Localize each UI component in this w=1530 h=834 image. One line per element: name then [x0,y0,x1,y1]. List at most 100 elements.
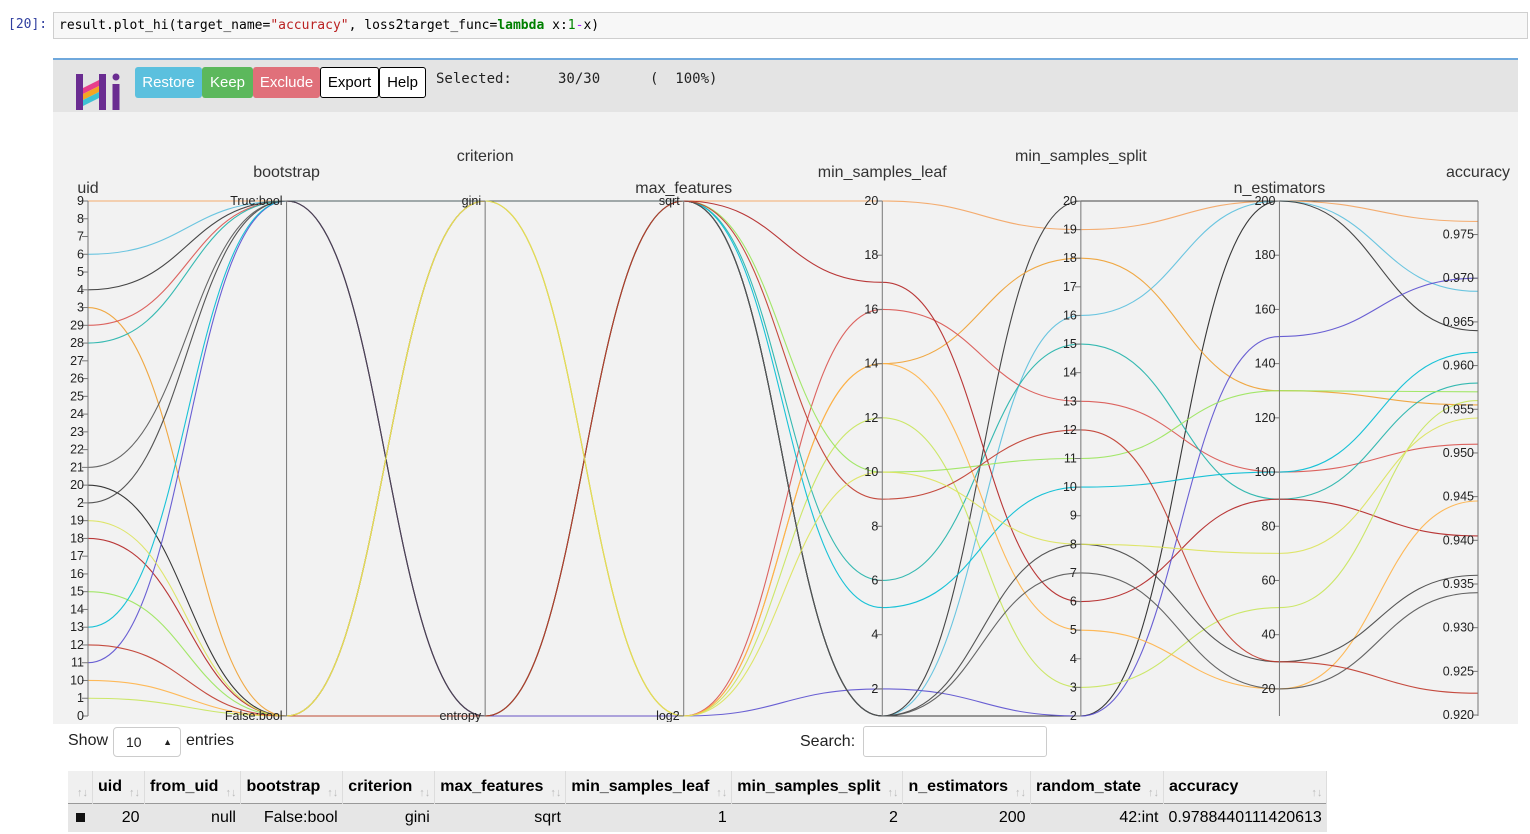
tick-label: 0.925 [1443,664,1474,678]
table-cell: 1 [565,803,732,832]
tick-label: 16 [70,567,84,581]
tick-label: gini [462,194,481,208]
table-cell: 0.9788440111420613 [1163,803,1327,832]
tick-label: 26 [70,372,84,386]
tick-label: 20 [70,478,84,492]
tick-label: 29 [70,318,84,332]
tick-label: 4 [1070,652,1077,666]
tick-label: True:bool [230,194,282,208]
table-row[interactable]: 20 null False:bool gini sqrt 1 2 200 42:int 0.978… [68,803,1327,832]
axis-label: criterion [457,148,514,165]
tick-label: 0.935 [1443,577,1474,591]
tick-label: 6 [1070,595,1077,609]
tick-label: 0.945 [1443,490,1474,504]
table-cell: 20 [92,803,145,832]
tick-label: 0.930 [1443,621,1474,635]
tick-label: 13 [70,620,84,634]
column-header[interactable]: max_features [434,771,567,804]
code: - [575,18,584,33]
tick-label: 8 [77,212,84,226]
column-header[interactable]: random_state [1030,771,1164,804]
axis-label: max_features [635,180,732,197]
keep-button[interactable]: Keep [202,67,253,98]
column-header[interactable]: accuracy [1163,771,1328,804]
tick-label: 0.975 [1443,228,1474,242]
column-header[interactable]: n_estimators [902,771,1032,804]
tick-label: 0.940 [1443,533,1474,547]
tick-label: 11 [1064,452,1077,466]
tick-label: 17 [1063,280,1077,294]
tick-label: log2 [656,709,680,722]
tick-label: 9 [77,194,84,208]
tick-label: 12 [1063,423,1077,437]
tick-label: 19 [70,514,84,528]
tick-label: 9 [1070,509,1077,523]
tick-label: 6 [871,573,878,587]
page-size-select[interactable]: 10 ▲ [113,727,181,757]
axis-label: accuracy [1446,164,1510,181]
tick-label: entropy [439,709,481,722]
tick-label: 0.970 [1443,271,1474,285]
column-header[interactable]: criterion [342,771,436,804]
axis-label: min_samples_leaf [818,164,948,181]
tick-label: 20 [1262,682,1276,696]
polyline [87,200,1479,628]
tick-label: 16 [1063,308,1077,322]
table-cell: null [144,803,241,832]
tick-label: 14 [70,602,84,616]
column-header[interactable]: bootstrap [240,771,344,804]
code: "accuracy" [270,18,349,33]
tick-label: 1 [77,691,84,705]
tick-label: 80 [1262,519,1276,533]
tick-label: 5 [1070,623,1077,637]
selected-percent: ( 100%) [650,71,718,87]
tick-label: 23 [70,425,84,439]
export-button[interactable]: Export [320,67,379,98]
axis-label: min_samples_split [1015,148,1147,165]
selected-count: 30/30 [558,71,601,87]
tick-label: 2 [871,682,878,696]
code: 1 [567,18,576,33]
axis-label: n_estimators [1234,180,1326,197]
tick-label: 3 [1070,680,1077,694]
table-cell: False:bool [240,803,343,832]
help-button[interactable]: Help [379,67,426,98]
tick-label: 28 [70,336,84,350]
tick-label: 16 [864,302,878,316]
tick-label: 0.965 [1443,315,1474,329]
column-header[interactable]: min_samples_leaf [565,771,733,804]
tick-label: 18 [864,248,878,262]
tick-label: 2 [1070,709,1077,722]
tick-label: 27 [70,354,84,368]
exclude-button[interactable]: Exclude [253,67,320,98]
tick-label: 20 [1063,194,1077,208]
column-header[interactable]: uid [92,771,145,804]
tick-label: 0.960 [1443,359,1474,373]
restore-button[interactable]: Restore [135,67,202,98]
tick-label: 20 [864,194,878,208]
tick-label: 0.955 [1443,402,1474,416]
tick-label: 8 [871,519,878,533]
selected-label: Selected: [436,71,512,87]
column-header[interactable]: from_uid [144,771,242,804]
column-header[interactable]: min_samples_split [731,771,904,804]
code: result.plot_hi(target_name= [59,18,271,33]
tick-label: 22 [70,443,84,457]
code-cell[interactable]: result.plot_hi(target_name="accuracy", l… [53,12,1528,39]
tick-label: 8 [1070,537,1077,551]
table-cell: 200 [902,803,1031,832]
logo [76,73,120,110]
select-column [68,771,93,804]
tick-label: 14 [864,357,878,371]
tick-label: 3 [77,301,84,315]
code: x) [583,18,600,33]
tick-label: 180 [1255,248,1276,262]
results-table: uidfrom_uidbootstrapcriterionmax_feature… [68,771,1328,832]
axis-label: bootstrap [253,164,320,181]
tick-label: 4 [871,628,878,642]
tick-label: 19 [1063,223,1077,237]
tick-label: 100 [1255,465,1276,479]
tick-label: 13 [1063,394,1077,408]
search-input[interactable] [863,726,1047,757]
